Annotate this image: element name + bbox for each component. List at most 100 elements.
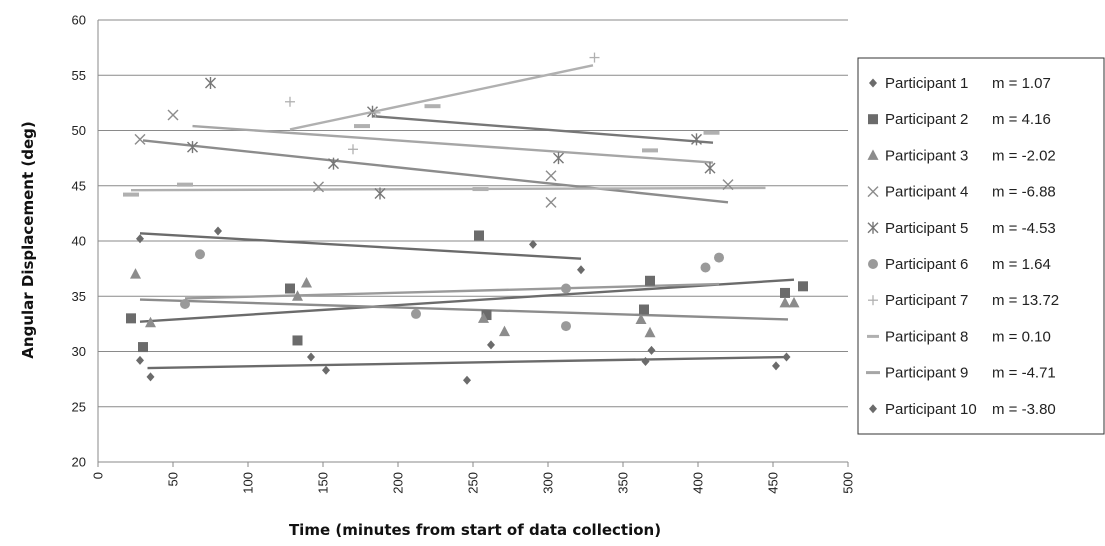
trendline-participant-8	[130, 186, 766, 192]
point-participant-3-4	[301, 276, 312, 288]
x-tick-200: 200	[391, 472, 406, 494]
legend-marker-8	[867, 334, 879, 338]
trendline-participant-5	[372, 114, 714, 144]
point-participant-7-3	[370, 107, 381, 118]
y-tick-30: 30	[72, 344, 86, 359]
trendline-participant-7	[289, 64, 594, 131]
trendline-participant-2	[139, 278, 795, 323]
point-participant-6-4	[561, 283, 571, 294]
legend: Participant 1 m = 1.07 Participant 2 m = 4.…	[857, 57, 1105, 435]
point-participant-2-1	[126, 313, 136, 324]
y-axis-title: Angular Displacement (deg)	[19, 121, 37, 358]
point-participant-3-2	[145, 316, 156, 328]
point-participant-3-9	[779, 296, 791, 308]
point-participant-5-3	[328, 157, 339, 170]
legend-slope-10: m = -3.80	[992, 401, 1056, 418]
y-tick-25: 25	[72, 399, 86, 414]
legend-marker-5	[867, 221, 879, 234]
point-participant-3-6	[499, 325, 510, 337]
point-participant-4-6	[722, 179, 734, 191]
legend-slope-1: m = 1.07	[992, 75, 1051, 92]
point-participant-6-1	[180, 298, 190, 309]
point-participant-1-6	[487, 340, 495, 350]
trendline-participant-1	[147, 355, 787, 370]
point-participant-8-4	[424, 104, 441, 109]
point-participant-6-6	[700, 262, 711, 273]
point-participant-1-1	[136, 355, 144, 365]
point-participant-6-5	[561, 321, 571, 332]
point-participant-1-10	[782, 352, 791, 362]
legend-slope-8: m = 0.10	[992, 328, 1051, 345]
plot-area	[97, 20, 849, 467]
legend-label-8: Participant 8	[885, 328, 968, 345]
point-participant-8-3	[354, 124, 370, 129]
legend-marker-4-stroke-b	[867, 186, 879, 198]
point-participant-3-7	[635, 313, 647, 324]
point-participant-5-8	[704, 162, 716, 175]
point-participant-1-5	[463, 375, 471, 385]
point-participant-8-7	[703, 130, 720, 135]
trendlines	[130, 64, 795, 370]
point-participant-8-5	[472, 187, 489, 192]
point-participant-4-4	[545, 196, 557, 208]
trendline-participant-9	[192, 124, 714, 164]
legend-marker-1	[869, 78, 877, 88]
data-markers	[123, 52, 808, 385]
point-participant-3-1	[130, 268, 141, 279]
x-tick-0: 0	[91, 472, 106, 479]
point-participant-2-2	[138, 342, 148, 353]
point-participant-10-1	[136, 234, 144, 244]
point-participant-4-2	[167, 109, 179, 121]
point-participant-2-9	[780, 287, 790, 298]
point-participant-1-2	[146, 372, 155, 382]
point-participant-4-1	[134, 133, 146, 145]
trendline-participant-6	[184, 282, 720, 300]
legend-marker-4	[867, 186, 879, 198]
point-participant-2-7	[639, 304, 649, 315]
legend-box	[857, 57, 1105, 435]
point-participant-4-3	[313, 181, 324, 193]
point-participant-2-6	[481, 310, 492, 321]
point-participant-4-5-stroke-b	[545, 170, 557, 182]
legend-marker-10	[869, 404, 877, 414]
legend-label-6: Participant 6	[885, 256, 968, 273]
point-participant-1-8	[647, 345, 656, 355]
point-participant-2-3	[285, 283, 295, 294]
x-tick-400: 400	[691, 472, 706, 494]
legend-slope-9: m = -4.71	[992, 365, 1056, 382]
x-tick-100: 100	[241, 472, 256, 494]
legend-slope-7: m = 13.72	[992, 292, 1059, 309]
trendline-participant-10	[139, 232, 582, 260]
legend-slope-6: m = 1.64	[992, 256, 1051, 273]
x-tick-50: 50	[166, 472, 181, 486]
point-participant-10-3	[529, 239, 537, 249]
legend-label-1: Participant 1	[885, 75, 968, 92]
point-participant-7-2	[348, 144, 358, 155]
point-participant-4-3-stroke-b	[313, 181, 324, 193]
legend-label-9: Participant 9	[885, 365, 968, 382]
legend-slope-3: m = -2.02	[992, 147, 1056, 164]
point-participant-4-1-stroke-b	[134, 133, 146, 145]
point-participant-8-1	[123, 192, 139, 197]
point-participant-4-4-stroke-b	[545, 196, 557, 208]
legend-label-3: Participant 3	[885, 147, 968, 164]
trendline-participant-3	[139, 298, 789, 321]
point-participant-3-5	[478, 312, 489, 323]
point-participant-2-8	[645, 275, 655, 286]
x-tick-250: 250	[466, 472, 481, 494]
point-participant-1-4	[322, 365, 330, 375]
legend-label-2: Participant 2	[885, 111, 968, 128]
legend-marker-2	[868, 114, 878, 125]
point-participant-3-8	[644, 326, 656, 338]
y-tick-20: 20	[72, 455, 86, 470]
point-participant-3-10	[788, 296, 800, 308]
trendline-participant-4	[142, 139, 729, 204]
legend-marker-3	[867, 149, 879, 160]
point-participant-8-6	[642, 148, 658, 153]
y-tick-40: 40	[72, 234, 86, 249]
point-participant-4-6-stroke-b	[722, 179, 734, 191]
y-tick-45: 45	[72, 178, 86, 193]
point-participant-7-4	[589, 52, 600, 63]
point-participant-7-1	[285, 96, 295, 107]
